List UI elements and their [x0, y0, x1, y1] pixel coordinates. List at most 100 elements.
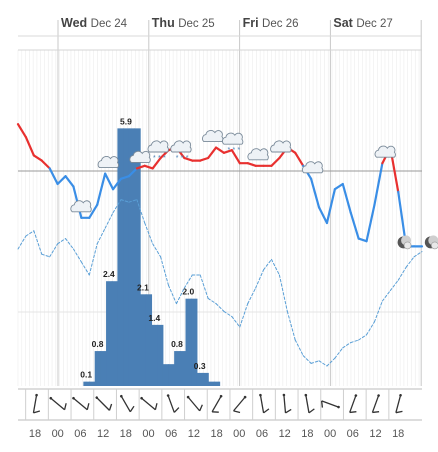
snow-cloud-icon: * * * — [170, 140, 192, 162]
wind-barb-icon — [140, 396, 158, 411]
cloud-icon — [374, 145, 396, 158]
line-segment — [365, 203, 376, 243]
line-segment — [120, 199, 130, 203]
precipitation-value-label: 0.3 — [194, 361, 206, 371]
wind-barb — [395, 410, 403, 414]
cloud-icon — [270, 140, 292, 153]
line-segment — [207, 297, 217, 305]
line-segment — [405, 256, 415, 268]
line-segment — [397, 266, 407, 281]
wind-origin — [337, 405, 340, 409]
precipitation-value-label: 2.0 — [182, 287, 194, 297]
wind-origin — [166, 394, 170, 397]
line-segment — [57, 238, 67, 245]
line-segment — [32, 154, 43, 162]
precipitation-value-label: 1.4 — [148, 313, 160, 323]
wind-barb-icon — [233, 395, 247, 414]
line-segment — [175, 287, 185, 305]
wind-shaft — [395, 395, 402, 413]
line-segment — [40, 159, 51, 170]
line-segment — [183, 274, 193, 289]
hour-tick-label: 00 — [324, 428, 336, 440]
moon-cloud-icon — [424, 235, 438, 250]
dewpoint-line — [17, 199, 423, 367]
line-segment — [88, 203, 99, 219]
wind-shaft — [305, 395, 310, 413]
precipitation-bar — [83, 381, 90, 386]
line-segment — [119, 175, 131, 180]
moon-cloud-icon — [397, 235, 412, 250]
wind-origin — [140, 396, 143, 400]
wind-origin — [304, 393, 308, 397]
wind-barb-icon — [49, 396, 67, 411]
line-segment — [65, 238, 74, 250]
snowflake: * — [181, 155, 184, 162]
wind-origin — [259, 393, 262, 397]
line-segment — [183, 156, 194, 162]
wind-barb-icon — [186, 395, 203, 412]
precipitation-bar — [151, 324, 158, 386]
precipitation-value-labels: 0.1 0.8 2.4 5.9 2.1 1.4 0.8 2.0 0.3 — [80, 116, 206, 379]
line-segment — [136, 199, 146, 224]
line-segment — [270, 258, 280, 276]
line-segment — [231, 316, 241, 328]
line-segment — [239, 303, 249, 328]
small-cloud — [431, 241, 438, 250]
hour-tick-label: 18 — [210, 428, 222, 440]
line-segment — [294, 339, 304, 357]
line-segment — [80, 261, 90, 276]
wind-barb — [86, 403, 90, 410]
wind-barb-icon — [304, 393, 315, 414]
line-segment — [302, 355, 312, 364]
wind-shaft — [283, 394, 287, 414]
wind-origin — [49, 396, 53, 400]
line-segment — [160, 256, 170, 286]
day-header: Thu Dec 25 — [152, 16, 215, 30]
line-segment — [144, 222, 154, 245]
minor-gridlines — [17, 50, 420, 386]
precipitation-bar — [213, 381, 221, 386]
wind-barb — [349, 411, 357, 414]
line-segment — [128, 199, 138, 203]
line-segment — [255, 269, 265, 289]
line-segment — [96, 227, 106, 245]
precipitation-bar — [134, 128, 141, 386]
snowflake: * — [153, 155, 156, 162]
line-segment — [333, 182, 344, 191]
line-segment — [96, 172, 107, 206]
precipitation-bar — [157, 324, 164, 386]
precipitation-bar — [140, 294, 147, 386]
wind-shaft — [187, 396, 201, 412]
wind-barb-icon — [371, 394, 380, 414]
line-segment — [366, 321, 375, 336]
cloud-shape — [374, 145, 396, 158]
line-segment — [389, 279, 399, 292]
line-segment — [223, 310, 233, 318]
line-segment — [127, 167, 138, 178]
precipitation-bar — [162, 364, 170, 386]
wind-shaft — [349, 395, 357, 413]
precipitation-bar — [196, 372, 204, 386]
wind-barb — [199, 404, 203, 412]
weather-icons: * * * * * ** * * — [70, 130, 438, 250]
line-segment — [143, 164, 154, 170]
line-segment — [342, 342, 352, 349]
wind-shaft — [96, 397, 110, 411]
snowflake: * — [176, 155, 179, 162]
cloud-icon — [129, 150, 151, 163]
cloud-icon — [70, 200, 92, 213]
precipitation-bar — [111, 281, 118, 386]
wind-arrow-row — [18, 388, 422, 421]
precipitation-bar — [100, 351, 107, 386]
hour-tick-label: 00 — [233, 428, 245, 440]
cloud-shape — [129, 150, 151, 163]
precipitation-bar — [202, 372, 209, 386]
precipitation-value-label: 2.4 — [103, 269, 115, 279]
wind-shaft — [233, 396, 246, 412]
hour-tick-label: 06 — [256, 428, 268, 440]
line-segment — [325, 188, 336, 225]
cloud-shape — [70, 200, 92, 213]
precipitation-bar — [179, 351, 187, 386]
hour-tick-label: 06 — [347, 428, 359, 440]
line-segment — [349, 211, 360, 240]
